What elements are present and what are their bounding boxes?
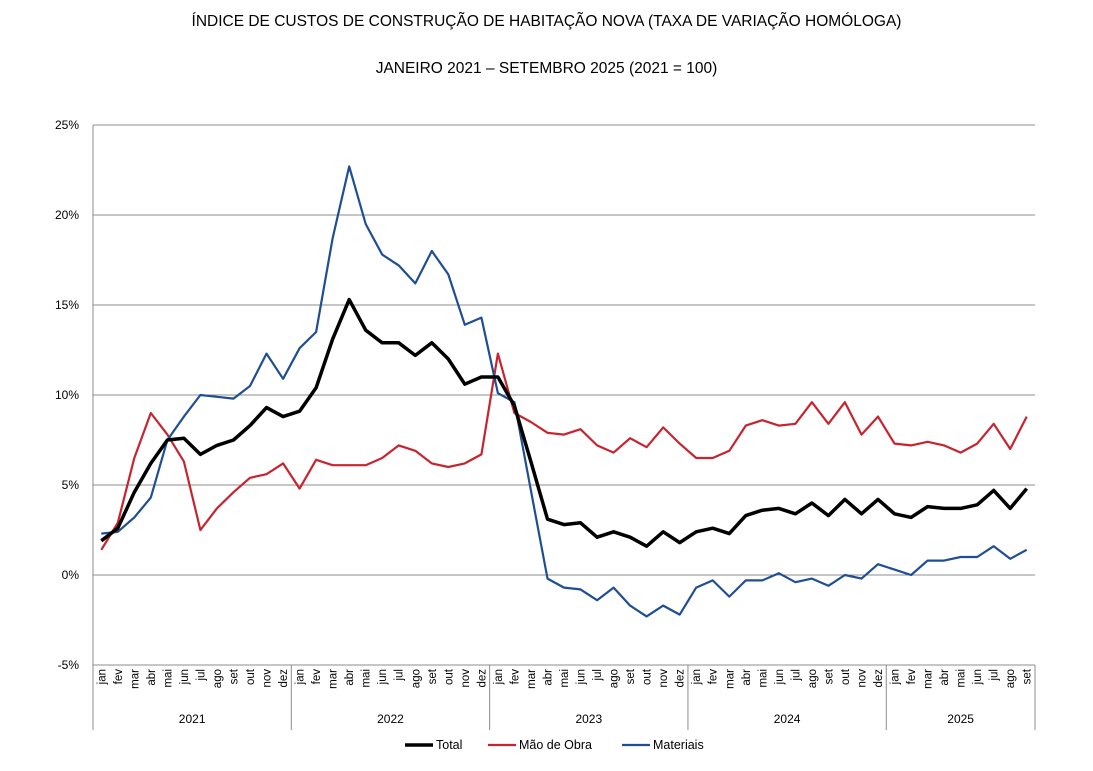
series-materiais: [101, 165, 1028, 618]
x-tick-label: jan: [691, 669, 703, 685]
x-tick-label: mar: [328, 669, 340, 689]
year-label: 2021: [179, 712, 206, 726]
year-label: 2025: [947, 712, 974, 726]
y-tick-label: 0%: [62, 568, 80, 582]
x-tick-label: out: [443, 668, 455, 685]
x-tick-label: jul: [195, 669, 207, 682]
x-tick-label: fev: [906, 669, 918, 685]
x-tick-label: fev: [509, 669, 521, 685]
x-tick-label: fev: [311, 669, 323, 685]
x-tick-label: abr: [344, 669, 356, 686]
x-tick-label: set: [228, 668, 240, 684]
x-tick-label: jul: [592, 669, 604, 682]
x-tick-label: jul: [394, 669, 406, 682]
x-tick-label: out: [642, 668, 654, 685]
legend-label: Total: [436, 738, 462, 752]
x-tick-label: mai: [956, 669, 968, 688]
x-tick-label: abr: [939, 669, 951, 686]
x-tick-label: mai: [162, 669, 174, 688]
x-tick-label: set: [427, 668, 439, 684]
x-tick-label: nov: [658, 669, 670, 688]
x-tick-label: ago: [212, 669, 224, 688]
year-label: 2023: [575, 712, 602, 726]
x-tick-label: set: [1022, 668, 1034, 684]
x-tick-label: ago: [609, 669, 621, 688]
x-tick-label: dez: [476, 669, 488, 688]
series-total: [100, 297, 1029, 548]
x-tick-label: fev: [113, 669, 125, 685]
x-tick-label: jun: [576, 669, 588, 685]
series-line: [100, 297, 1029, 548]
y-tick-label: 25%: [55, 118, 79, 132]
x-tick-label: mai: [361, 669, 373, 688]
x-tick-label: mar: [129, 669, 141, 689]
x-tick-label: nov: [262, 669, 274, 688]
year-label: 2022: [377, 712, 404, 726]
y-tick-label: -5%: [58, 658, 80, 672]
x-tick-label: nov: [856, 669, 868, 688]
x-tick-label: jun: [774, 669, 786, 685]
chart-subtitle: JANEIRO 2021 – SETEMBRO 2025 (2021 = 100…: [375, 60, 718, 77]
x-tick-label: mar: [724, 669, 736, 689]
x-tick-label: jan: [493, 669, 505, 685]
series-line: [100, 352, 1028, 551]
x-tick-label: dez: [675, 669, 687, 688]
x-tick-label: mai: [757, 669, 769, 688]
x-tick-label: mar: [526, 669, 538, 689]
x-tick-label: abr: [542, 669, 554, 686]
x-tick-label: jan: [295, 669, 307, 685]
legend-label: Mão de Obra: [519, 738, 592, 752]
x-tick-label: fev: [708, 669, 720, 685]
x-tick-label: out: [840, 668, 852, 685]
series-line: [101, 165, 1028, 618]
year-label: 2024: [774, 712, 801, 726]
x-tick-label: out: [245, 668, 257, 685]
x-tick-label: nov: [460, 669, 472, 688]
y-tick-label: 15%: [55, 298, 79, 312]
x-tick-label: jul: [989, 669, 1001, 682]
x-tick-label: jun: [377, 669, 389, 685]
x-tick-label: mai: [559, 669, 571, 688]
series-mão-de-obra: [100, 352, 1028, 551]
x-tick-label: ago: [807, 669, 819, 688]
x-tick-label: ago: [410, 669, 422, 688]
y-tick-label: 5%: [62, 478, 80, 492]
x-tick-label: jul: [790, 669, 802, 682]
x-tick-label: mar: [923, 669, 935, 689]
x-tick-label: jan: [890, 669, 902, 685]
x-tick-label: dez: [873, 669, 885, 688]
x-tick-label: set: [625, 668, 637, 684]
x-tick-label: jan: [96, 669, 108, 685]
y-tick-label: 10%: [55, 388, 79, 402]
x-tick-label: ago: [1005, 669, 1017, 688]
x-tick-label: jun: [179, 669, 191, 685]
x-tick-label: dez: [278, 669, 290, 688]
x-tick-label: abr: [741, 669, 753, 686]
legend-label: Materiais: [653, 738, 704, 752]
y-tick-label: 20%: [55, 208, 79, 222]
x-tick-label: set: [823, 668, 835, 684]
x-tick-label: jun: [972, 669, 984, 685]
x-tick-label: abr: [146, 669, 158, 686]
chart-title: ÍNDICE DE CUSTOS DE CONSTRUÇÃO DE HABITA…: [191, 13, 902, 30]
